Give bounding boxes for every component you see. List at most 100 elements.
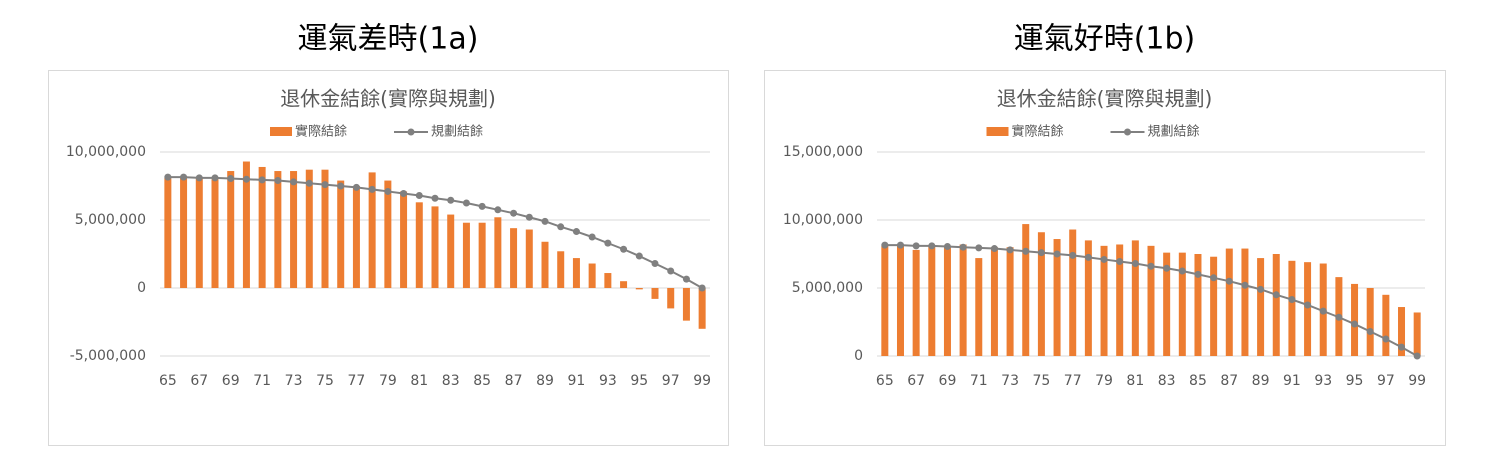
x-tick-label: 83 — [1158, 373, 1176, 389]
line-marker — [1116, 257, 1124, 265]
bar — [1037, 232, 1045, 356]
bar — [164, 177, 172, 288]
y-tick-label: 10,000,000 — [783, 212, 863, 228]
line-marker — [1131, 260, 1139, 268]
x-tick-label: 95 — [630, 373, 648, 389]
bar — [1413, 312, 1421, 356]
x-tick-label: 69 — [222, 373, 240, 389]
x-tick-label: 87 — [505, 373, 523, 389]
line-marker — [1272, 291, 1280, 299]
x-tick-label: 99 — [1408, 373, 1426, 389]
line-marker — [447, 196, 455, 204]
bar — [1272, 254, 1280, 356]
x-tick-label: 85 — [1189, 373, 1207, 389]
bar — [447, 214, 455, 288]
bar — [400, 191, 408, 288]
line-marker — [1241, 281, 1249, 289]
bar — [525, 229, 533, 288]
line-marker — [682, 275, 690, 283]
bar — [896, 244, 904, 356]
bar — [180, 176, 188, 288]
bar — [1178, 252, 1186, 356]
x-tick-label: 67 — [907, 373, 925, 389]
line-marker — [588, 233, 596, 241]
bar — [1304, 262, 1312, 356]
bar — [1288, 260, 1296, 356]
line-marker — [572, 228, 580, 236]
bar — [258, 166, 266, 288]
bar — [1022, 224, 1030, 356]
x-tick-label: 73 — [1001, 373, 1019, 389]
bar — [510, 228, 518, 288]
line-marker — [1319, 307, 1327, 315]
line-marker — [1147, 262, 1155, 270]
y-tick-label: 0 — [137, 280, 146, 296]
legend-label: 實際結餘 — [295, 124, 347, 140]
x-tick-label: 79 — [379, 373, 397, 389]
line-marker — [227, 175, 235, 183]
x-tick-label: 95 — [1346, 373, 1364, 389]
bar — [384, 180, 392, 288]
bar — [337, 180, 345, 288]
bar — [321, 169, 329, 288]
line-marker — [896, 241, 904, 249]
line-marker — [541, 217, 549, 225]
x-tick-label: 81 — [1126, 373, 1144, 389]
bar — [975, 258, 983, 356]
x-tick-label: 77 — [1064, 373, 1082, 389]
line-marker — [400, 189, 408, 197]
bar — [1366, 288, 1374, 356]
x-tick-label: 87 — [1220, 373, 1238, 389]
line-marker — [1053, 250, 1061, 258]
line-marker — [667, 267, 675, 275]
x-tick-label: 91 — [568, 373, 586, 389]
line-marker — [959, 243, 967, 251]
x-tick-label: 65 — [876, 373, 894, 389]
bar — [698, 288, 706, 329]
bar — [959, 244, 967, 356]
x-tick-label: 99 — [693, 373, 711, 389]
bar — [462, 222, 470, 288]
bar — [651, 288, 659, 299]
x-tick-label: 75 — [316, 373, 334, 389]
line-marker — [1084, 253, 1092, 261]
bar — [1163, 252, 1171, 356]
y-tick-label: 5,000,000 — [75, 212, 146, 228]
legend-marker — [1124, 128, 1131, 136]
bar — [943, 247, 951, 356]
bar — [1147, 245, 1155, 356]
bar — [1225, 248, 1233, 356]
line-marker — [211, 174, 219, 182]
chart-panel: 運氣好時(1b) 退休金結餘(實際與規劃) 實際結餘 規劃結餘 0 5,000,000 10… — [764, 22, 1446, 446]
bar — [1194, 254, 1202, 356]
panel-heading: 運氣差時(1a) — [298, 22, 479, 57]
line-marker — [242, 175, 250, 183]
line-marker — [635, 252, 643, 260]
line-marker — [180, 173, 188, 181]
line-marker — [415, 192, 423, 200]
bar — [604, 273, 612, 288]
legend-swatch — [986, 127, 1009, 136]
bar — [667, 288, 675, 309]
line-marker — [1163, 264, 1171, 272]
x-tick-label: 77 — [348, 373, 366, 389]
bar — [1069, 229, 1077, 356]
y-tick-label: 5,000,000 — [792, 280, 863, 296]
line-marker — [258, 176, 266, 184]
line-marker — [510, 209, 518, 217]
bar — [1116, 244, 1124, 356]
line-marker — [462, 199, 470, 207]
bar — [635, 288, 643, 290]
legend-label: 規劃結餘 — [1148, 124, 1200, 140]
line-marker — [1210, 274, 1218, 282]
x-tick-label: 71 — [970, 373, 988, 389]
line-marker — [1178, 267, 1186, 275]
y-tick-label: -5,000,000 — [70, 348, 146, 364]
bar — [368, 172, 376, 288]
bar — [1084, 240, 1092, 356]
line-marker — [478, 202, 486, 210]
bar — [557, 251, 565, 288]
line-marker — [352, 183, 360, 191]
line-marker — [1398, 343, 1406, 351]
